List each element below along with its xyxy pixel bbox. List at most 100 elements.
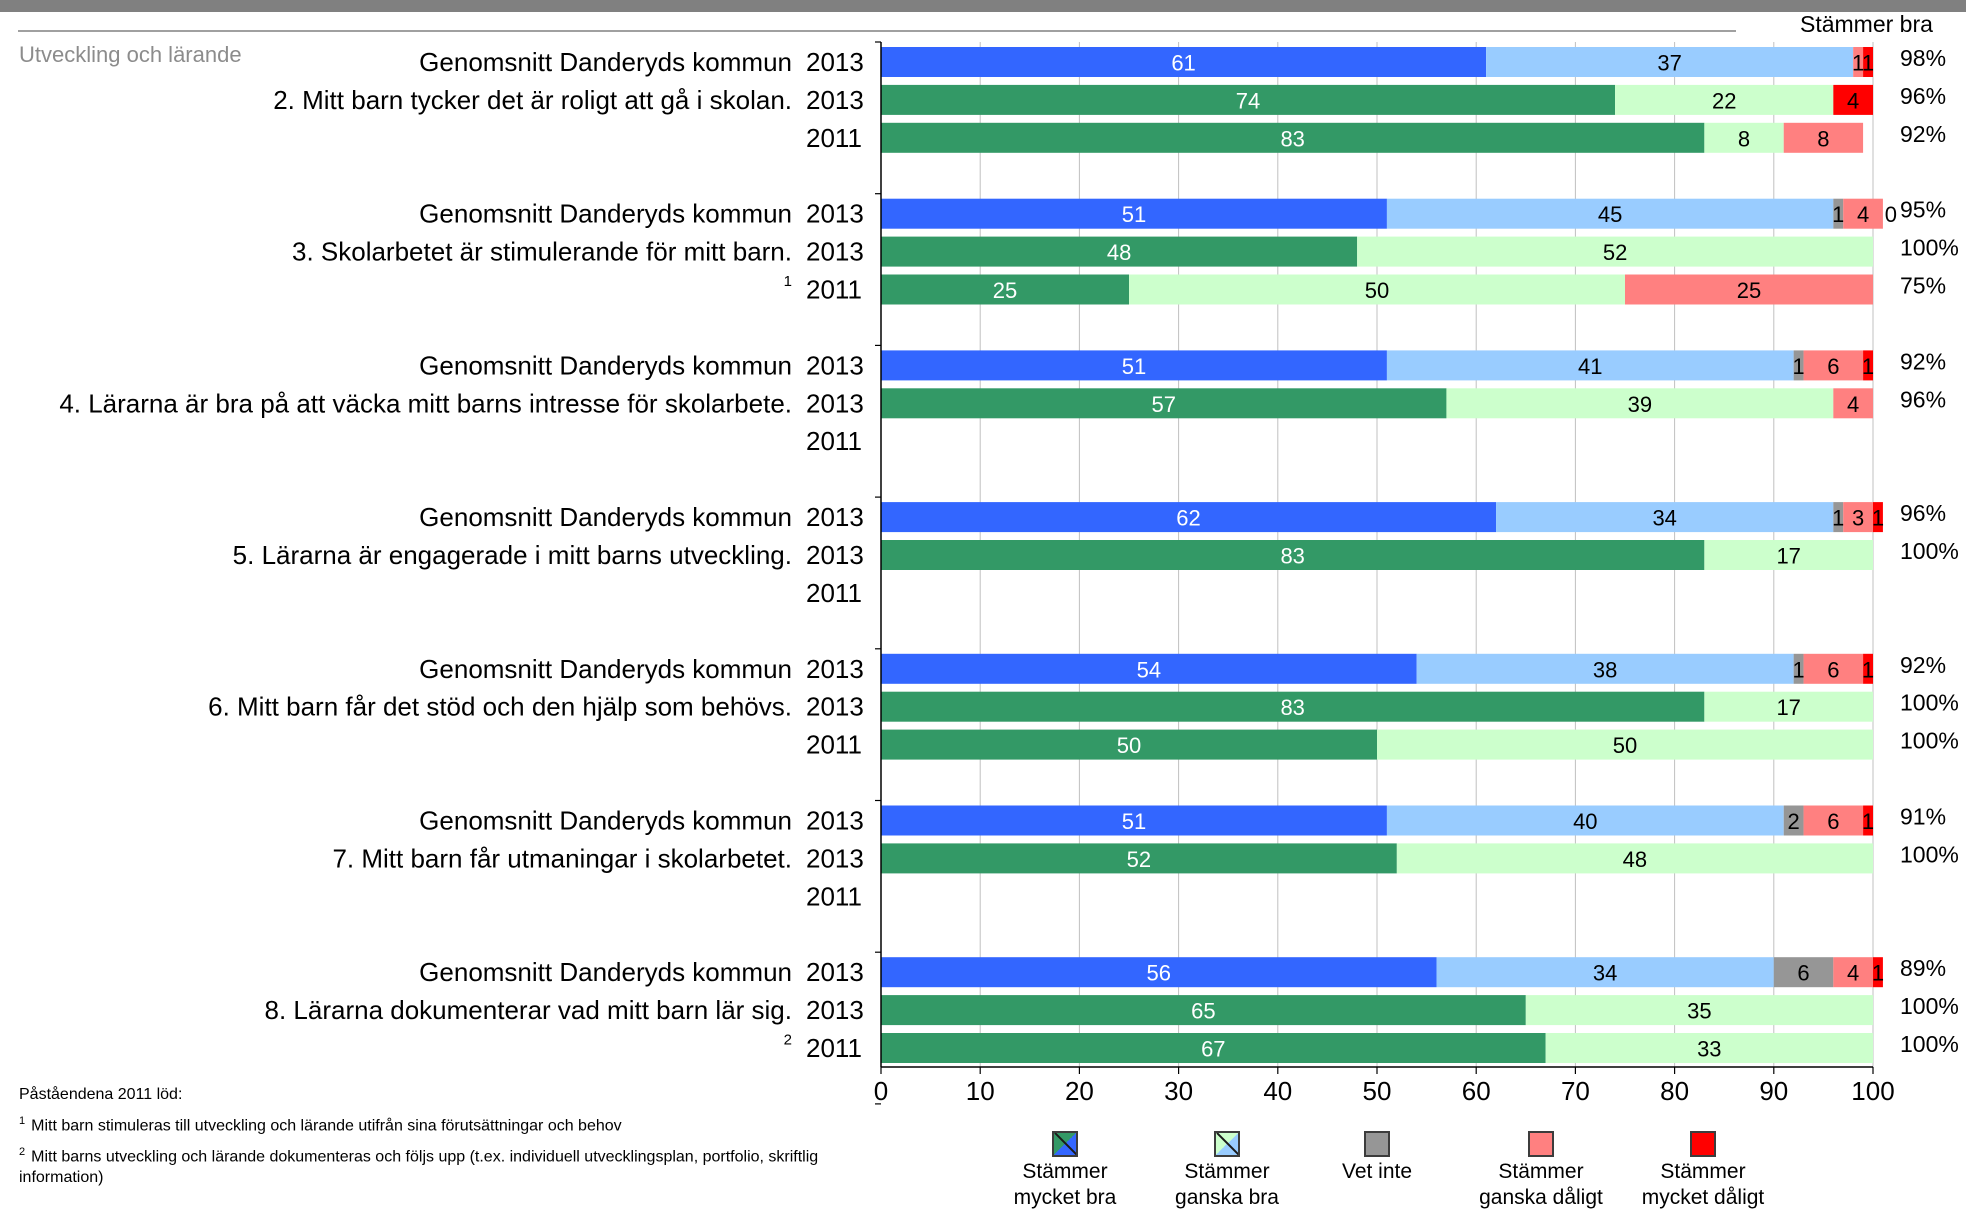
bar-segment bbox=[881, 84, 1616, 115]
data-label: 4 bbox=[1857, 202, 1869, 227]
total-percent: 100% bbox=[1900, 993, 1959, 1019]
bar-segment bbox=[1843, 198, 1883, 229]
bar-segment bbox=[1386, 805, 1784, 836]
total-percent: 91% bbox=[1900, 804, 1946, 830]
bar-segment bbox=[881, 843, 1397, 874]
data-label: 83 bbox=[1280, 695, 1304, 720]
data-label: 35 bbox=[1687, 999, 1711, 1024]
legend-item-very-bad: Stämmer mycket dåligt bbox=[1628, 1131, 1778, 1211]
row-label: 5. Lärarna är engagerade i mitt barns ut… bbox=[233, 540, 792, 570]
chart-legend: Stämmer mycket bra Stämmer ganska bra Ve… bbox=[990, 1131, 1800, 1211]
total-percent: 96% bbox=[1900, 386, 1946, 412]
total-percent: 95% bbox=[1900, 197, 1946, 223]
data-label: 17 bbox=[1776, 544, 1800, 569]
row-label: 4. Lärarna är bra på att väcka mitt barn… bbox=[59, 388, 792, 418]
data-label: 39 bbox=[1628, 392, 1652, 417]
data-label: 22 bbox=[1712, 88, 1736, 113]
legend-label: Stämmer mycket bra bbox=[1013, 1160, 1117, 1209]
bar-segment bbox=[1704, 691, 1873, 722]
top-band bbox=[0, 0, 1966, 12]
bar-segment bbox=[881, 350, 1387, 381]
bar-segment bbox=[1803, 350, 1864, 381]
row-year: 2013 bbox=[806, 806, 864, 836]
data-label: 1 bbox=[1862, 809, 1874, 834]
header-rule bbox=[18, 30, 1736, 32]
legend-item-very-good: Stämmer mycket bra bbox=[990, 1131, 1140, 1211]
row-year: 2011 bbox=[806, 123, 862, 153]
bar-segment bbox=[1773, 957, 1834, 988]
bar-segment bbox=[1446, 388, 1834, 419]
bar-segment bbox=[1793, 350, 1804, 381]
bar-segment bbox=[881, 502, 1497, 533]
data-label: 51 bbox=[1122, 809, 1146, 834]
row-year: 2013 bbox=[806, 502, 864, 532]
data-label: 17 bbox=[1776, 695, 1800, 720]
x-tick-label: 50 bbox=[1363, 1076, 1392, 1106]
row-label: Genomsnitt Danderyds kommun bbox=[419, 199, 792, 229]
bar-segment bbox=[1625, 274, 1873, 305]
footnote-marker: 2 bbox=[784, 1032, 792, 1049]
bar-segment bbox=[1833, 84, 1873, 115]
row-label: 7. Mitt barn får utmaningar i skolarbete… bbox=[332, 843, 792, 873]
legend-label: Stämmer ganska dåligt bbox=[1479, 1160, 1603, 1209]
bar-segment bbox=[1863, 805, 1873, 836]
data-label: 1 bbox=[1832, 506, 1844, 531]
data-label: 51 bbox=[1122, 202, 1146, 227]
bar-segment bbox=[1793, 653, 1804, 684]
bar-segment bbox=[1833, 502, 1844, 533]
x-tick-label: 100 bbox=[1851, 1076, 1894, 1106]
data-label: 8 bbox=[1738, 126, 1750, 151]
data-label: 4 bbox=[1847, 961, 1859, 986]
row-year: 2011 bbox=[806, 578, 862, 608]
data-label: 56 bbox=[1147, 961, 1171, 986]
data-label: 1 bbox=[1872, 506, 1884, 531]
row-year: 2011 bbox=[806, 881, 862, 911]
data-label: 1 bbox=[1862, 657, 1874, 682]
section-title: Utveckling och lärande bbox=[19, 42, 242, 67]
bar-segment bbox=[1833, 198, 1844, 229]
row-year: 2011 bbox=[806, 275, 862, 305]
data-label: 50 bbox=[1365, 278, 1389, 303]
row-label: 8. Lärarna dokumenterar vad mitt barn lä… bbox=[265, 995, 792, 1025]
bar-segment bbox=[1396, 843, 1873, 874]
row-label: Genomsnitt Danderyds kommun bbox=[419, 502, 792, 532]
data-label: 57 bbox=[1151, 392, 1175, 417]
row-year: 2013 bbox=[806, 692, 864, 722]
bar-segment bbox=[1863, 350, 1873, 381]
bar-segment bbox=[1783, 805, 1804, 836]
legend-item-dont-know: Vet inte bbox=[1302, 1131, 1452, 1185]
row-year: 2013 bbox=[806, 843, 864, 873]
data-label: 1 bbox=[1792, 657, 1804, 682]
total-percent: 100% bbox=[1900, 1031, 1959, 1057]
total-percent: 100% bbox=[1900, 538, 1959, 564]
bar-segment bbox=[1545, 1033, 1873, 1063]
x-tick-label: 10 bbox=[966, 1076, 995, 1106]
data-label: 45 bbox=[1598, 202, 1622, 227]
row-label: Genomsnitt Danderyds kommun bbox=[419, 350, 792, 380]
data-label: 34 bbox=[1652, 506, 1676, 531]
total-percent: 92% bbox=[1900, 121, 1946, 147]
row-year: 2013 bbox=[806, 199, 864, 229]
data-label: 25 bbox=[1737, 278, 1761, 303]
bar-segment bbox=[1843, 502, 1873, 533]
row-year: 2013 bbox=[806, 957, 864, 987]
row-label: Genomsnitt Danderyds kommun bbox=[419, 806, 792, 836]
total-percent: 96% bbox=[1900, 83, 1946, 109]
bar-segment bbox=[881, 805, 1387, 836]
row-label: Genomsnitt Danderyds kommun bbox=[419, 654, 792, 684]
bar-segment bbox=[1783, 122, 1864, 153]
data-label: 83 bbox=[1280, 544, 1304, 569]
data-label: 48 bbox=[1623, 847, 1647, 872]
row-year: 2013 bbox=[806, 540, 864, 570]
bar-segment bbox=[1486, 47, 1854, 77]
bar-segment bbox=[1386, 198, 1834, 229]
data-label: 41 bbox=[1578, 354, 1602, 379]
data-label: 65 bbox=[1191, 999, 1215, 1024]
data-label: 83 bbox=[1280, 126, 1304, 151]
legend-diagonal bbox=[1216, 1133, 1238, 1155]
row-year: 2013 bbox=[806, 350, 864, 380]
footnote-1: 1 Mitt barn stimuleras till utveckling oc… bbox=[19, 1111, 879, 1136]
row-year: 2013 bbox=[806, 85, 864, 115]
bar-segment bbox=[1615, 84, 1834, 115]
footnote-text: Mitt barn stimuleras till utveckling och… bbox=[31, 1117, 622, 1135]
